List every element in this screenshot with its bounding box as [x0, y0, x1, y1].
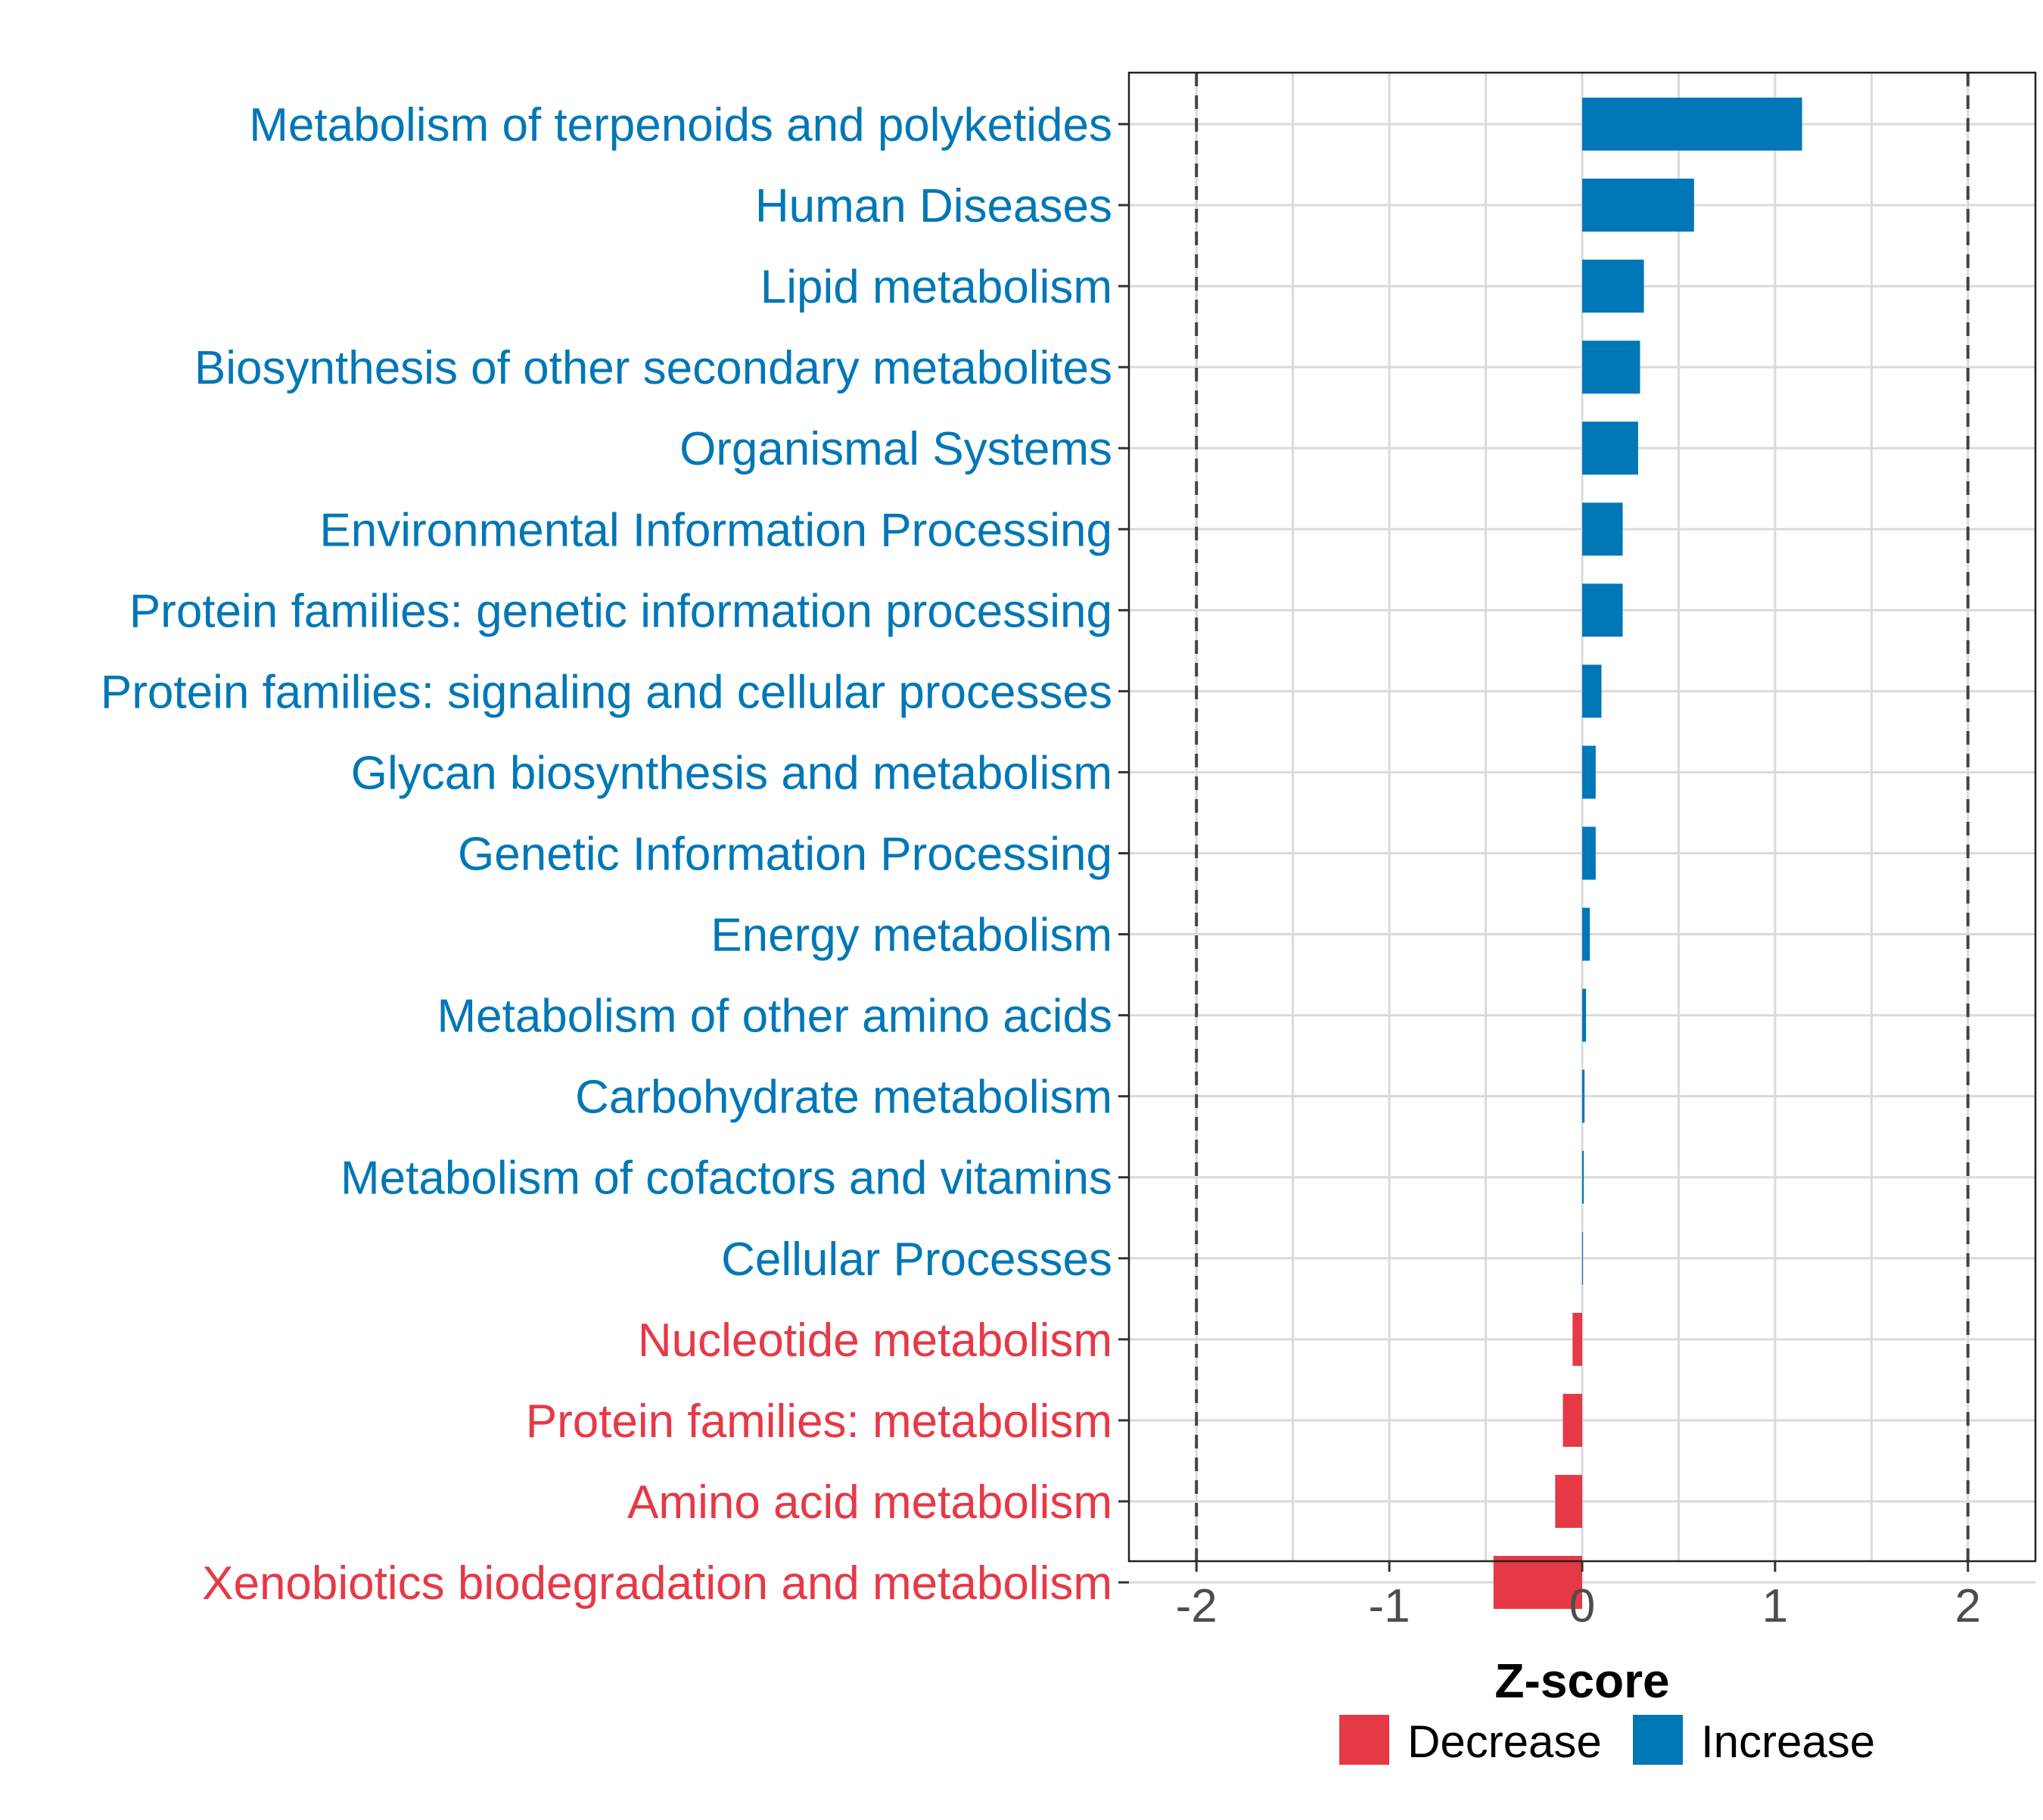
bar: [1582, 341, 1640, 394]
bar: [1555, 1474, 1582, 1528]
y-tick-label: Genetic Information Processing: [458, 829, 1112, 881]
y-axis-ticks: Metabolism of terpenoids and polyketides…: [101, 99, 1129, 1610]
bar: [1493, 1556, 1582, 1609]
y-tick-label: Protein families: metabolism: [526, 1395, 1112, 1448]
bar: [1582, 745, 1596, 799]
bar: [1582, 422, 1638, 475]
y-tick-label: Metabolism of other amino acids: [437, 991, 1112, 1043]
bar: [1582, 502, 1623, 556]
bar: [1582, 1150, 1584, 1204]
x-tick-label: -2: [1176, 1580, 1217, 1632]
y-tick-label: Cellular Processes: [721, 1234, 1112, 1286]
y-tick-label: Carbohydrate metabolism: [575, 1072, 1112, 1124]
x-tick-label: 0: [1569, 1580, 1595, 1632]
y-tick-label: Metabolism of cofactors and vitamins: [340, 1153, 1112, 1205]
legend-label-increase: Increase: [1701, 1716, 1875, 1767]
bar: [1582, 260, 1644, 313]
y-tick-label: Amino acid metabolism: [627, 1476, 1112, 1529]
bar: [1572, 1312, 1582, 1366]
legend-label-decrease: Decrease: [1407, 1716, 1602, 1767]
y-tick-label: Organismal Systems: [679, 423, 1112, 475]
bar: [1582, 664, 1602, 718]
bar: [1563, 1393, 1582, 1447]
y-tick-label: Protein families: signaling and cellular…: [101, 666, 1112, 718]
bar: [1582, 1231, 1584, 1285]
legend-key-decrease: [1339, 1715, 1389, 1765]
legend-key-increase: [1633, 1715, 1683, 1765]
bar: [1582, 98, 1802, 151]
x-axis-ticks: -2 -1 0 1 2: [1176, 1561, 1981, 1632]
bar: [1582, 826, 1596, 880]
y-tick-label: Biosynthesis of other secondary metaboli…: [194, 342, 1112, 394]
y-tick-label: Environmental Information Processing: [319, 504, 1112, 556]
y-tick-label: Glycan biosynthesis and metabolism: [351, 747, 1112, 799]
y-tick-label: Nucleotide metabolism: [638, 1314, 1112, 1367]
x-tick-label: 1: [1762, 1580, 1788, 1632]
x-tick-label: -1: [1369, 1580, 1410, 1632]
x-tick-label: 2: [1955, 1580, 1981, 1632]
bars: [1493, 98, 1802, 1609]
y-tick-label: Human Diseases: [755, 180, 1112, 232]
bar: [1582, 988, 1587, 1042]
bar: [1582, 907, 1591, 961]
x-axis-title: Z-score: [1494, 1654, 1669, 1708]
bar: [1582, 1069, 1585, 1123]
y-tick-label: Lipid metabolism: [760, 261, 1112, 313]
y-tick-label: Energy metabolism: [711, 910, 1112, 962]
bar: [1582, 583, 1623, 637]
y-tick-label: Protein families: genetic information pr…: [129, 585, 1112, 637]
legend: Decrease Increase: [1339, 1715, 1875, 1767]
bar: [1582, 179, 1694, 232]
y-tick-label: Metabolism of terpenoids and polyketides: [249, 99, 1112, 151]
y-tick-label: Xenobiotics biodegradation and metabolis…: [202, 1557, 1112, 1610]
